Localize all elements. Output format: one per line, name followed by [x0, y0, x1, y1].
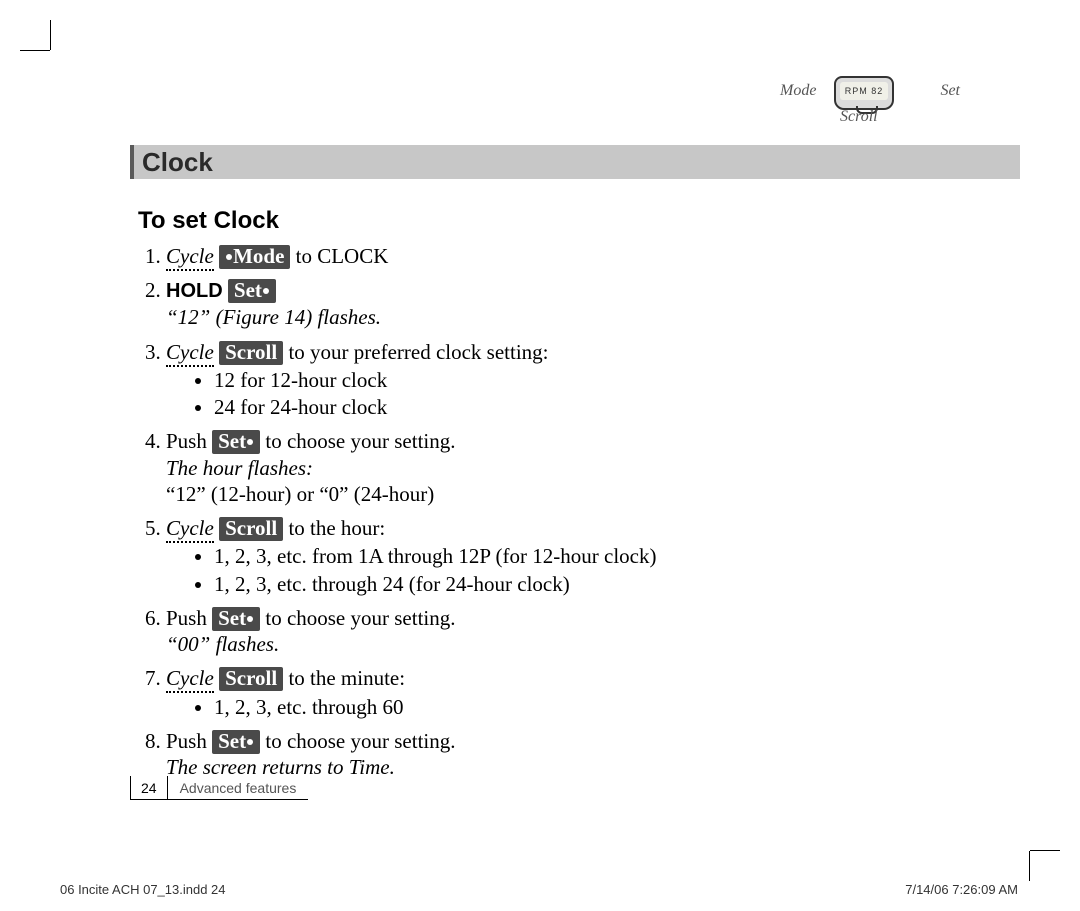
step-text: Push	[166, 606, 212, 630]
sub-list: 12 for 12-hour clock 24 for 24-hour cloc…	[196, 367, 1020, 421]
step-text: to CLOCK	[290, 244, 388, 268]
footer-bar: 24 Advanced features	[130, 776, 308, 800]
set-button-label: Set	[212, 730, 260, 754]
sub-list: 1, 2, 3, etc. through 60	[196, 694, 1020, 720]
hold-label: HOLD	[166, 280, 223, 302]
device-scroll-label: Scroll	[840, 108, 878, 126]
step-5: Cycle Scroll to the hour: 1, 2, 3, etc. …	[166, 515, 1020, 597]
sub-item: 1, 2, 3, etc. from 1A through 12P (for 1…	[214, 543, 1020, 569]
device-set-label: Set	[940, 82, 960, 100]
step-1: Cycle Mode to CLOCK	[166, 243, 1020, 269]
crop-mark	[50, 20, 51, 50]
step-7: Cycle Scroll to the minute: 1, 2, 3, etc…	[166, 665, 1020, 720]
set-button-label: Set	[212, 430, 260, 454]
step-8: Push Set to choose your setting. The scr…	[166, 728, 1020, 781]
step-3: Cycle Scroll to your preferred clock set…	[166, 339, 1020, 421]
scroll-button-label: Scroll	[219, 341, 283, 365]
step-6: Push Set to choose your setting. “00” fl…	[166, 605, 1020, 658]
crop-mark	[1030, 850, 1060, 851]
footer-section-label: Advanced features	[168, 776, 309, 800]
set-button-label: Set	[228, 279, 276, 303]
crop-mark	[1029, 851, 1030, 881]
cycle-verb: Cycle	[166, 666, 214, 693]
device-legend: Mode Set Scroll	[780, 80, 960, 130]
step-text: to the minute:	[283, 666, 405, 690]
scroll-button-label: Scroll	[219, 517, 283, 541]
page-number: 24	[130, 776, 168, 800]
set-button-label: Set	[212, 607, 260, 631]
sub-item: 12 for 12-hour clock	[214, 367, 1020, 393]
step-text: to the hour:	[283, 516, 385, 540]
scroll-button-label: Scroll	[219, 667, 283, 691]
step-text: Push	[166, 429, 212, 453]
subheading: To set Clock	[138, 207, 1020, 235]
sub-item: 1, 2, 3, etc. through 24 (for 24-hour cl…	[214, 571, 1020, 597]
step-text: to your preferred clock setting:	[283, 340, 548, 364]
page: Mode Set Scroll Clock To set Clock Cycle…	[60, 50, 1020, 870]
step-4: Push Set to choose your setting. The hou…	[166, 428, 1020, 507]
cycle-verb: Cycle	[166, 516, 214, 543]
section-title: Clock	[142, 147, 213, 177]
step-text: to choose your setting.	[260, 606, 455, 630]
step-text: to choose your setting.	[260, 429, 455, 453]
mode-button-label: Mode	[219, 245, 290, 269]
step-note: The hour flashes:	[166, 455, 1020, 481]
slug-timestamp: 7/14/06 7:26:09 AM	[905, 882, 1018, 897]
step-text: Push	[166, 729, 212, 753]
steps-list: Cycle Mode to CLOCK HOLD Set “12” (Figur…	[138, 243, 1020, 780]
sub-item: 24 for 24-hour clock	[214, 394, 1020, 420]
crop-mark	[20, 50, 50, 51]
step-note: “00” flashes.	[166, 631, 1020, 657]
step-line: “12” (12-hour) or “0” (24-hour)	[166, 481, 1020, 507]
section-banner: Clock	[130, 145, 1020, 179]
cycle-verb: Cycle	[166, 340, 214, 367]
step-text: to choose your setting.	[260, 729, 455, 753]
cycle-verb: Cycle	[166, 244, 214, 271]
device-mode-label: Mode	[780, 82, 816, 100]
sub-item: 1, 2, 3, etc. through 60	[214, 694, 1020, 720]
slug-file: 06 Incite ACH 07_13.indd 24	[60, 882, 226, 897]
step-note: “12” (Figure 14) flashes.	[166, 304, 1020, 330]
step-2: HOLD Set “12” (Figure 14) flashes.	[166, 277, 1020, 330]
device-icon	[834, 76, 894, 110]
sub-list: 1, 2, 3, etc. from 1A through 12P (for 1…	[196, 543, 1020, 597]
